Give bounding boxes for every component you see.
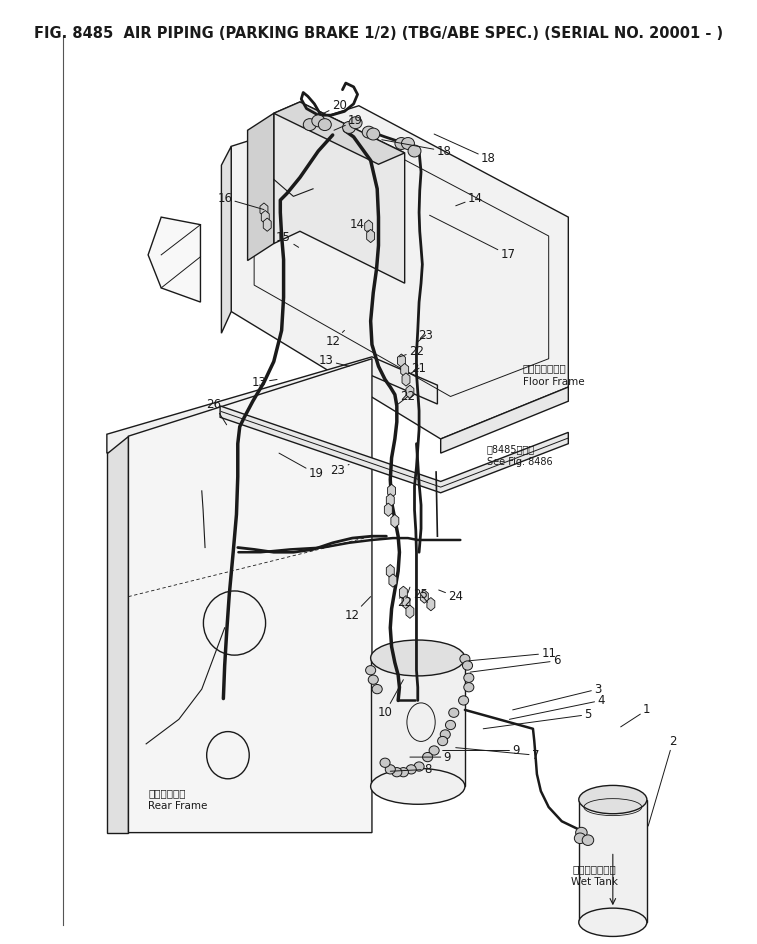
Polygon shape [248,113,274,261]
Text: 12: 12 [345,597,371,622]
Text: 9: 9 [443,744,520,757]
Ellipse shape [441,730,450,739]
Text: フロアフレーム
Floor Frame: フロアフレーム Floor Frame [522,363,584,387]
Text: 18: 18 [382,140,451,158]
Ellipse shape [449,708,459,717]
Polygon shape [274,102,405,283]
Ellipse shape [366,666,375,675]
Ellipse shape [575,833,586,844]
Ellipse shape [349,117,362,128]
Text: 6: 6 [470,654,560,672]
Ellipse shape [362,126,375,138]
Ellipse shape [579,785,647,814]
Ellipse shape [385,765,395,774]
Ellipse shape [343,122,356,133]
Text: 22: 22 [400,345,424,358]
Ellipse shape [395,138,408,149]
Ellipse shape [445,720,456,730]
Polygon shape [107,357,438,453]
Text: 12: 12 [326,330,344,348]
Polygon shape [107,436,129,833]
Ellipse shape [459,654,470,664]
Ellipse shape [408,145,421,157]
Polygon shape [231,106,569,439]
Text: 8: 8 [391,763,431,776]
Text: 5: 5 [483,708,592,729]
Ellipse shape [398,767,409,777]
Text: 13: 13 [319,354,349,367]
Polygon shape [274,102,405,164]
Ellipse shape [579,908,647,936]
Text: 23: 23 [418,329,433,342]
Ellipse shape [401,138,414,149]
Text: 9: 9 [410,750,451,764]
Polygon shape [220,406,569,493]
Ellipse shape [414,762,424,771]
Ellipse shape [429,746,439,755]
Text: 22: 22 [397,587,412,609]
Ellipse shape [407,765,416,774]
Text: 14: 14 [350,218,369,231]
Ellipse shape [422,752,433,762]
Ellipse shape [438,736,447,746]
Ellipse shape [371,768,465,804]
Text: 20: 20 [319,99,347,115]
Ellipse shape [575,827,587,838]
Text: 10: 10 [378,680,403,719]
Ellipse shape [380,758,390,767]
Polygon shape [441,387,569,453]
Text: 15: 15 [276,231,299,247]
Text: 19: 19 [334,114,363,130]
Ellipse shape [464,683,474,692]
Text: 22: 22 [398,390,416,404]
Text: 26: 26 [206,397,226,425]
Text: 13: 13 [252,376,277,389]
Ellipse shape [312,115,325,126]
Ellipse shape [319,119,332,130]
Text: 11: 11 [469,647,556,661]
Text: リヤフレーム
Rear Frame: リヤフレーム Rear Frame [148,788,207,812]
Text: FIG. 8485  AIR PIPING (PARKING BRAKE 1/2) (TBG/ABE SPEC.) (SERIAL NO. 20001 - ): FIG. 8485 AIR PIPING (PARKING BRAKE 1/2)… [34,26,723,42]
Text: 24: 24 [439,590,463,603]
Polygon shape [148,217,201,302]
Text: 21: 21 [410,362,427,375]
Text: ウェットタンク
Wet Tank: ウェットタンク Wet Tank [571,864,618,887]
Ellipse shape [459,696,469,705]
Text: 14: 14 [456,192,483,206]
Ellipse shape [304,119,316,130]
Polygon shape [129,359,372,833]
Text: 23: 23 [331,464,349,477]
Ellipse shape [464,673,474,683]
Text: 4: 4 [509,694,605,719]
Text: 2: 2 [648,734,677,826]
Ellipse shape [372,684,382,694]
Text: 18: 18 [434,134,496,165]
Text: 3: 3 [512,683,602,710]
Ellipse shape [582,834,593,846]
Ellipse shape [371,640,465,676]
Text: 17: 17 [429,215,516,261]
Polygon shape [579,800,647,922]
Polygon shape [371,658,465,786]
Text: 7: 7 [456,748,539,762]
Text: 第8485図参照
See Fig. 8486: 第8485図参照 See Fig. 8486 [487,444,552,467]
Text: 25: 25 [413,588,428,602]
Ellipse shape [392,767,402,777]
Text: 19: 19 [279,453,324,480]
Ellipse shape [368,675,378,684]
Ellipse shape [367,128,380,140]
Polygon shape [221,146,231,333]
Text: 1: 1 [621,703,650,727]
Ellipse shape [463,661,472,670]
Text: 16: 16 [217,192,264,210]
